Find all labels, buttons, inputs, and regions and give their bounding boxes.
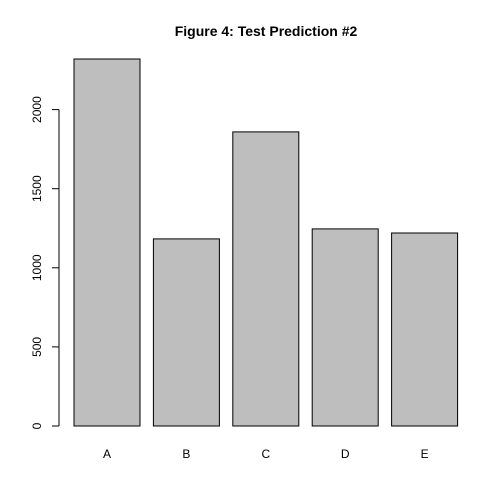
x-tick-label-b: B [182, 447, 190, 461]
bar-c [232, 131, 300, 427]
x-tick-label-c: C [261, 447, 270, 461]
bar-a [73, 58, 141, 427]
x-tick-label-a: A [103, 447, 111, 461]
y-tick-label-1000: 1000 [30, 254, 44, 281]
bar-e [391, 232, 459, 427]
y-axis: 0 500 1000 1500 2000 [30, 96, 60, 429]
bars-group [73, 58, 459, 427]
bar-d [311, 228, 379, 427]
x-axis-labels: A B C D E [103, 447, 429, 461]
y-tick-label-500: 500 [30, 337, 44, 357]
x-tick-label-d: D [341, 447, 350, 461]
y-tick-label-1500: 1500 [30, 175, 44, 202]
y-tick-label-0: 0 [30, 422, 44, 429]
y-tick-label-2000: 2000 [30, 96, 44, 123]
x-tick-label-e: E [421, 447, 429, 461]
bar-b [152, 238, 220, 427]
chart-title: Figure 4: Test Prediction #2 [175, 23, 358, 39]
